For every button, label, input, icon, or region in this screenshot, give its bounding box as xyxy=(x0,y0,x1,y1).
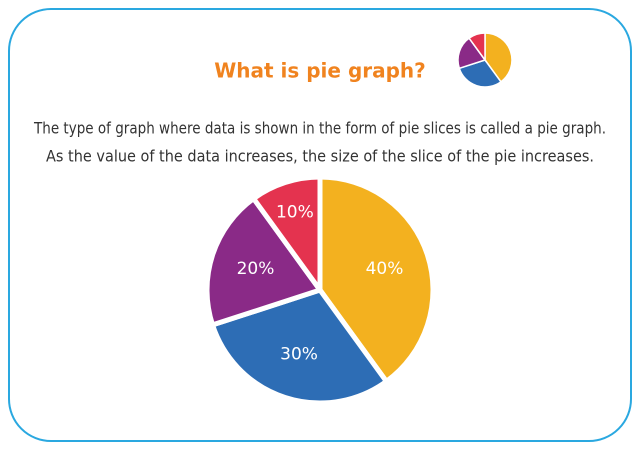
pie-slice xyxy=(210,287,389,406)
pie-slice xyxy=(317,174,436,384)
title: What is pie graph? xyxy=(214,59,426,83)
description-line: As the value of the data increases, the … xyxy=(46,147,594,166)
slice-label: 10% xyxy=(276,203,314,223)
pie-slice xyxy=(251,174,323,293)
slice-label: 40% xyxy=(366,259,404,279)
description-line: The type of graph where data is shown in… xyxy=(33,119,606,138)
pie-chart: 40% 30% 20% 10% xyxy=(204,174,436,406)
pie-slice xyxy=(204,196,323,328)
slice-label: 20% xyxy=(237,259,275,279)
slice-label: 30% xyxy=(280,344,318,364)
pie-icon xyxy=(457,32,513,88)
